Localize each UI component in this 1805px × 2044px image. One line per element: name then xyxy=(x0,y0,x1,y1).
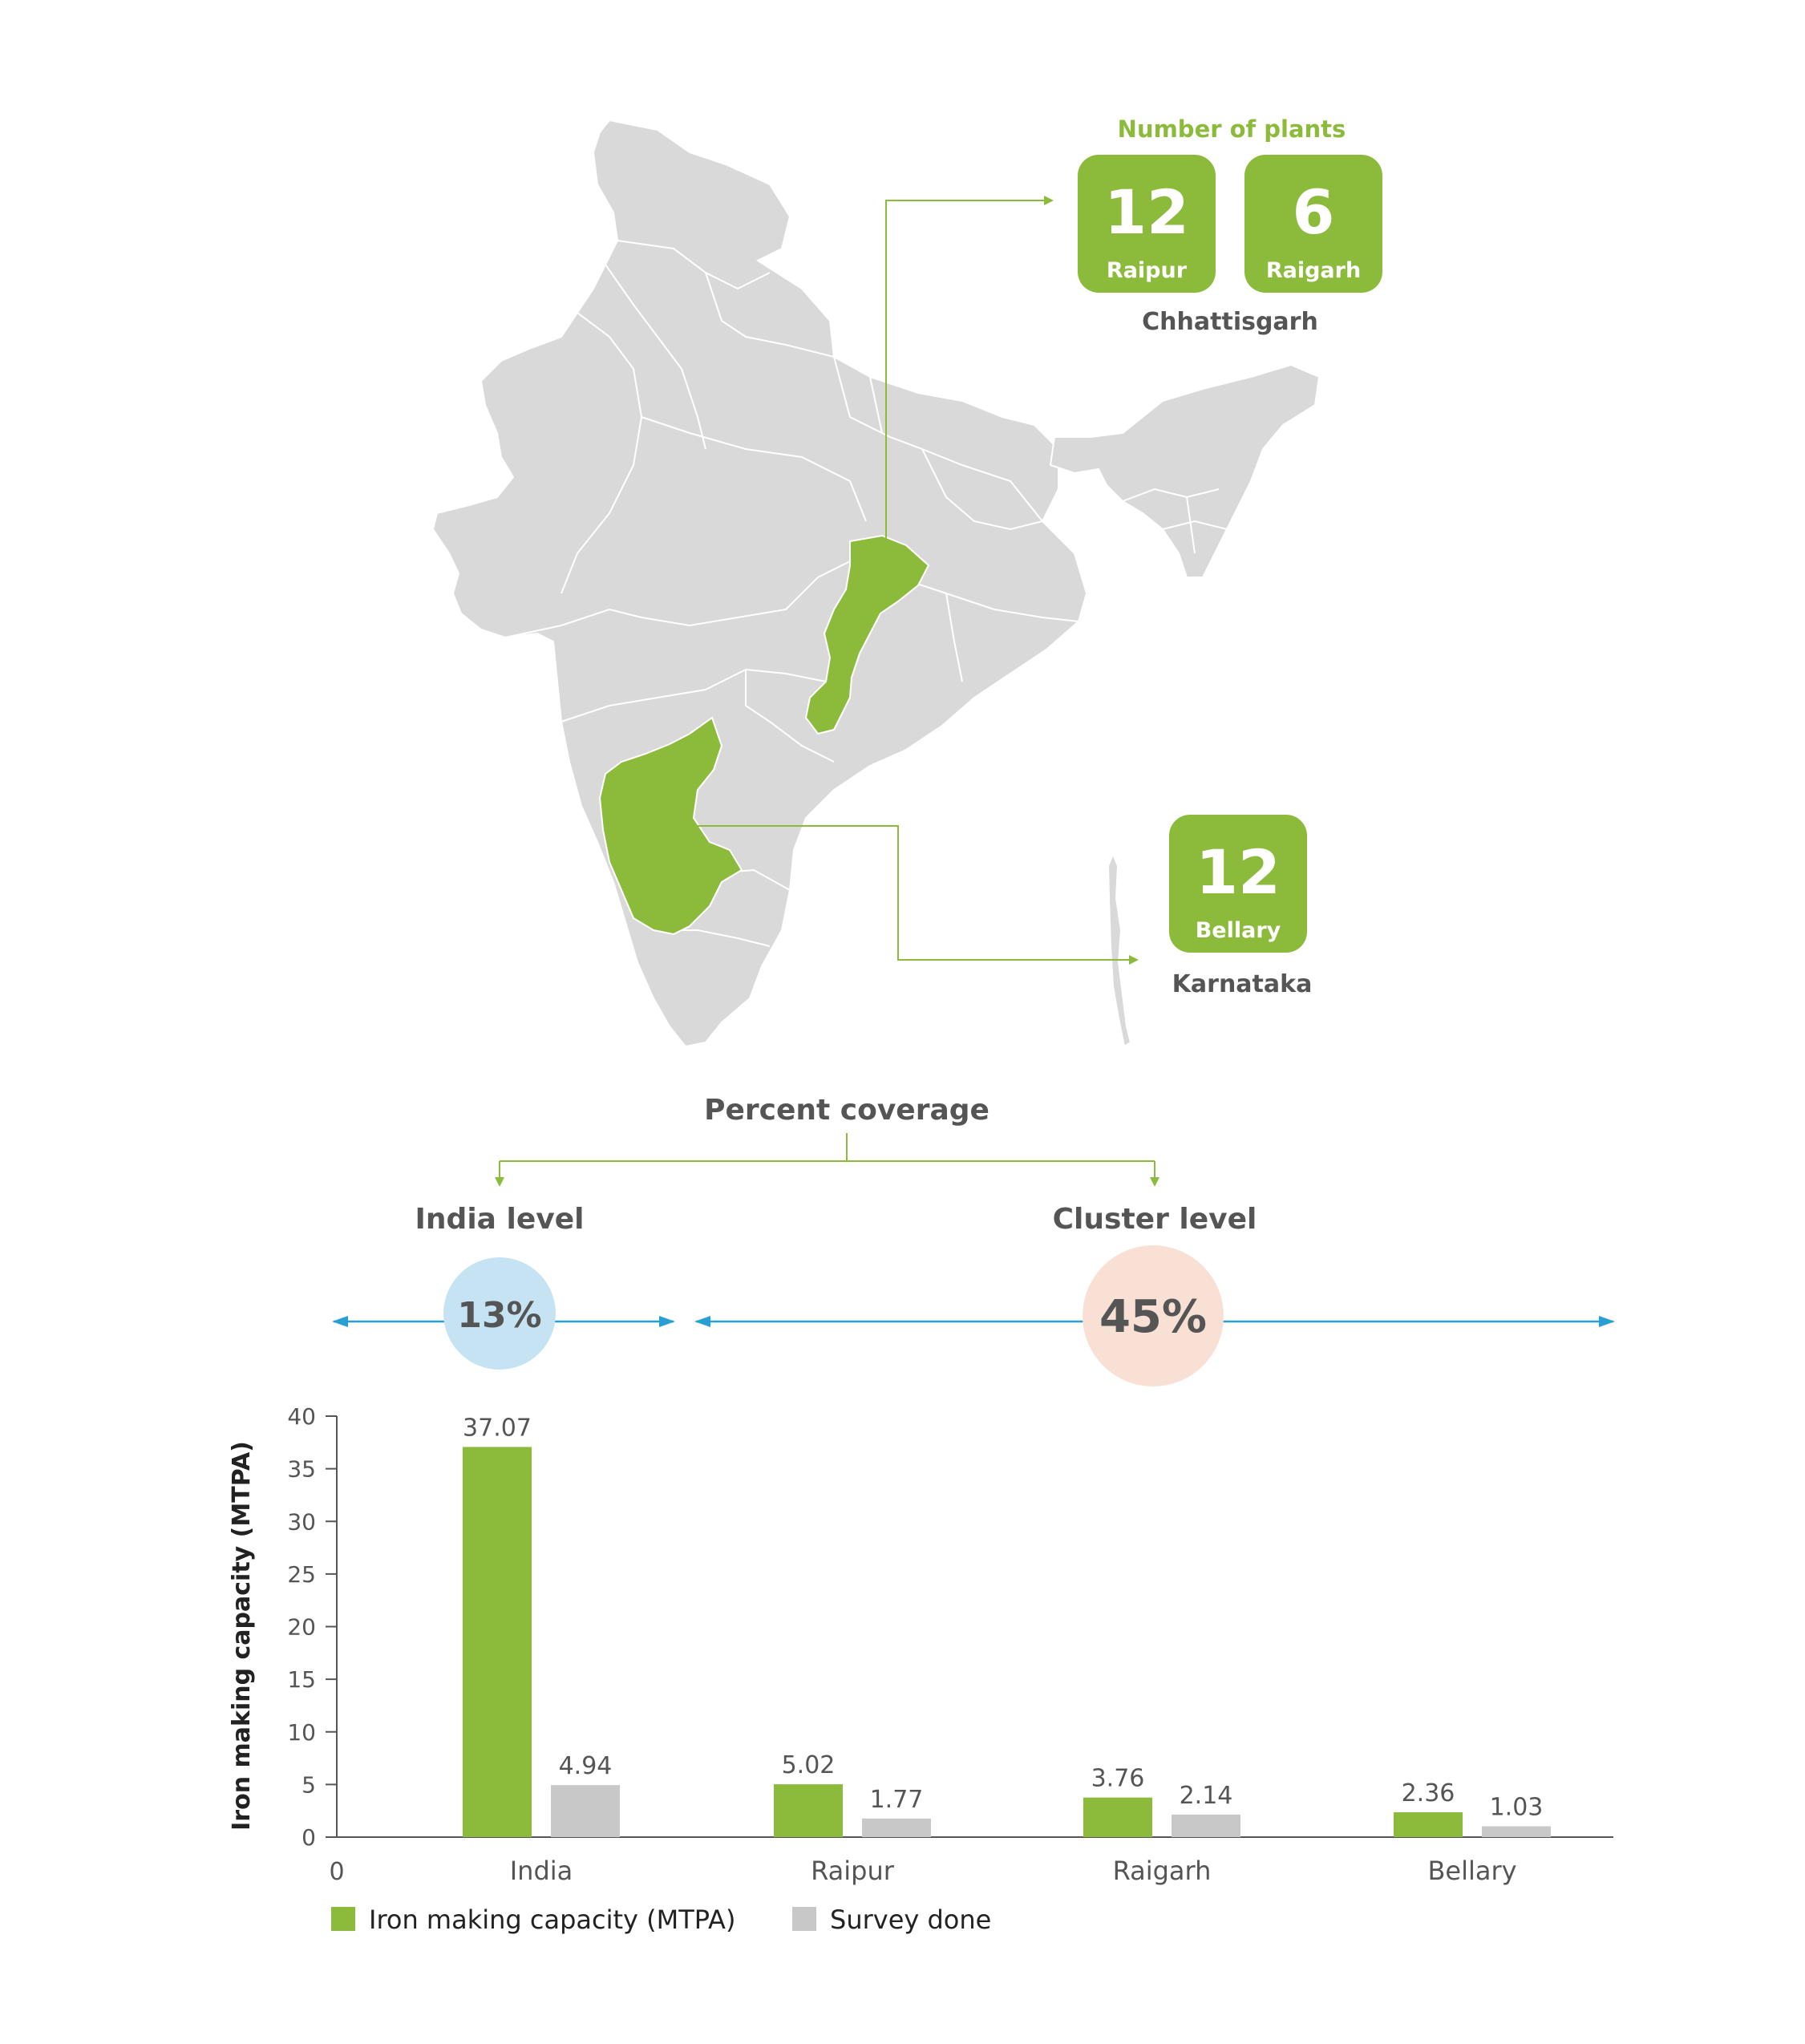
y-tick-label: 20 xyxy=(287,1614,316,1641)
survey-value-label: 4.94 xyxy=(559,1752,613,1780)
cluster-level-label: Cluster level xyxy=(1053,1203,1257,1236)
state-borders xyxy=(504,240,1228,947)
capacity-value-label: 3.76 xyxy=(1091,1765,1145,1793)
legend-label: Iron making capacity (MTPA) xyxy=(369,1904,735,1935)
chhattisgarh-state xyxy=(804,534,930,735)
y-tick-label: 15 xyxy=(287,1666,316,1693)
plants-heading: Number of plants xyxy=(1118,115,1346,143)
cluster-coverage-value: 45% xyxy=(1099,1291,1207,1343)
bellary-plant-count: 12 xyxy=(1196,836,1281,908)
survey-bar-bellary xyxy=(1482,1826,1551,1837)
raigarh-plant-card: 6 Raigarh xyxy=(1244,155,1382,293)
raipur-plant-count: 12 xyxy=(1104,176,1189,248)
survey-bar-raipur xyxy=(862,1818,931,1837)
raipur-plant-card: 12 Raipur xyxy=(1078,155,1216,293)
legend-swatch xyxy=(792,1907,816,1931)
y-tick-label: 40 xyxy=(287,1403,316,1430)
capacity-value-label: 2.36 xyxy=(1402,1779,1455,1807)
coverage-branch-lines xyxy=(495,1133,1159,1187)
bellary-card-label: Bellary xyxy=(1196,918,1281,943)
y-tick-label: 5 xyxy=(302,1771,316,1798)
chart-legend: Iron making capacity (MTPA) Survey done xyxy=(331,1904,991,1935)
chhattisgarh-label: Chhattisgarh xyxy=(1142,308,1318,336)
capacity-bar-bellary xyxy=(1394,1812,1463,1837)
india-map xyxy=(431,119,1321,1048)
capacity-bar-raipur xyxy=(774,1784,843,1837)
y-tick-label: 30 xyxy=(287,1508,316,1535)
capacity-value-label: 5.02 xyxy=(782,1751,836,1779)
chhattisgarh-connector-line xyxy=(885,196,1054,545)
x-category-label: Raipur xyxy=(811,1856,895,1886)
northeast-region xyxy=(1049,363,1321,578)
andaman-islands xyxy=(1107,852,1132,1048)
x-category-label: Bellary xyxy=(1427,1856,1516,1886)
y-axis-title: Iron making capacity (MTPA) xyxy=(228,1441,256,1831)
y-tick-label: 35 xyxy=(287,1456,316,1483)
survey-value-label: 1.03 xyxy=(1490,1793,1544,1821)
capacity-bar-chart: Iron making capacity (MTPA) 0 0 5 10 15 20 25… xyxy=(228,1403,1613,1886)
survey-value-label: 2.14 xyxy=(1180,1782,1233,1810)
karnataka-label: Karnataka xyxy=(1172,970,1313,998)
y-tick-label: 25 xyxy=(287,1561,316,1588)
cluster-coverage-circle xyxy=(1083,1245,1224,1386)
capacity-value-label: 37.07 xyxy=(463,1414,532,1442)
raigarh-card-label: Raigarh xyxy=(1266,258,1361,283)
legend-label: Survey done xyxy=(830,1904,991,1935)
raipur-card-label: Raipur xyxy=(1107,258,1188,283)
x-category-label: Raigarh xyxy=(1113,1856,1212,1886)
bellary-plant-card: 12 Bellary xyxy=(1169,815,1307,953)
karnataka-connector-line xyxy=(690,825,1139,965)
survey-value-label: 1.77 xyxy=(870,1786,924,1814)
india-coverage-circle xyxy=(443,1257,556,1370)
survey-bar-raigarh xyxy=(1172,1814,1240,1837)
x-category-label: India xyxy=(510,1856,573,1886)
india-level-label: India level xyxy=(415,1203,585,1236)
capacity-bar-india xyxy=(463,1447,532,1837)
x-origin-label: 0 xyxy=(329,1858,344,1886)
y-tick-label: 10 xyxy=(287,1719,316,1746)
india-coverage-value: 13% xyxy=(457,1295,541,1336)
raigarh-plant-count: 6 xyxy=(1293,176,1335,248)
india-mainland xyxy=(431,119,1088,1048)
karnataka-state xyxy=(598,716,743,936)
y-tick-label: 0 xyxy=(302,1824,316,1851)
survey-bar-india xyxy=(551,1785,620,1837)
legend-swatch xyxy=(331,1907,355,1931)
capacity-bar-raigarh xyxy=(1083,1797,1152,1837)
coverage-title: Percent coverage xyxy=(704,1094,990,1127)
